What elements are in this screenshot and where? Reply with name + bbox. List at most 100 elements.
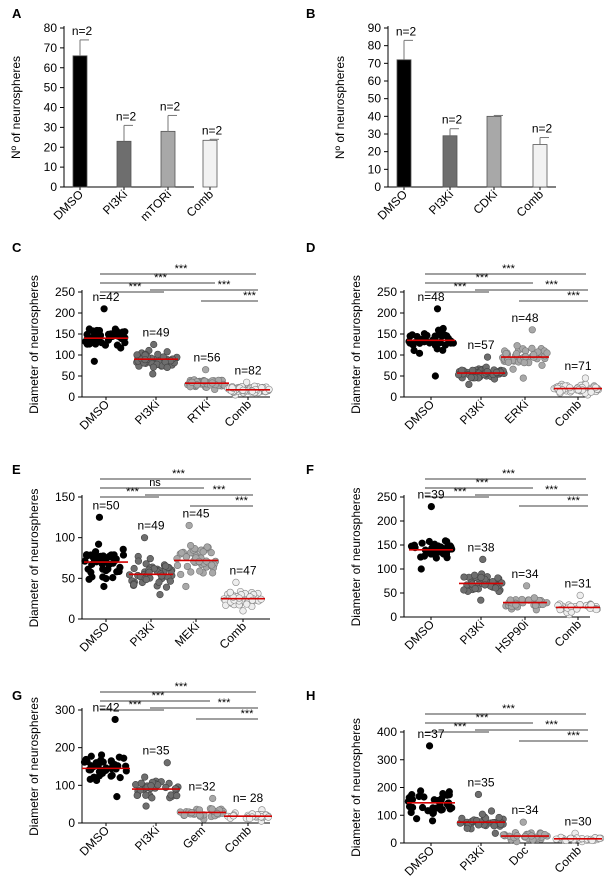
significance-label: *** [476, 477, 490, 489]
y-tick-label: 0 [68, 390, 75, 404]
data-point [543, 349, 551, 357]
significance-label: *** [476, 712, 490, 724]
n-label: n=56 [193, 351, 220, 365]
x-tick-label-mtori: mTORi [138, 187, 175, 224]
data-point [182, 553, 190, 561]
n-label: n=50 [92, 498, 119, 512]
data-point [581, 374, 589, 382]
data-point [116, 774, 124, 782]
y-tick-label: 50 [62, 369, 76, 383]
significance-label: *** [502, 703, 516, 715]
data-point [239, 607, 247, 615]
y-tick-label: 200 [377, 306, 397, 320]
data-point [512, 350, 521, 358]
data-point [156, 590, 164, 599]
data-point [436, 330, 444, 338]
data-point [495, 813, 503, 822]
data-point [478, 810, 486, 818]
x-tick-label-comb: Comb [552, 617, 585, 650]
data-point [142, 802, 150, 810]
data-point [140, 534, 149, 542]
data-point [199, 548, 207, 556]
data-point [83, 757, 91, 766]
data-point [477, 596, 485, 604]
y-tick-label: 50 [384, 586, 398, 600]
data-point [499, 831, 507, 839]
significance-label: *** [545, 484, 559, 496]
significance-label: *** [502, 263, 516, 275]
y-axis-title: Diameter of neurospheres [27, 275, 41, 414]
x-tick-label-pi3ki: PI3Ki [426, 187, 456, 217]
data-point [97, 751, 106, 759]
significance-label: *** [567, 290, 581, 302]
data-point [113, 793, 121, 801]
significance-label: *** [567, 495, 581, 507]
data-point [173, 561, 182, 570]
data-point [150, 340, 158, 349]
significance-label: *** [213, 484, 227, 496]
x-tick-label-meki: MEKi [172, 619, 202, 649]
y-tick-label: 100 [55, 778, 75, 792]
data-point [162, 583, 171, 591]
y-axis-title: Diameter of neurospheres [349, 275, 363, 414]
data-point [492, 584, 500, 592]
data-point [163, 348, 171, 356]
data-point [417, 565, 425, 573]
y-tick-label: 20 [44, 140, 58, 154]
data-point [460, 586, 468, 594]
data-point [162, 562, 170, 570]
significance-label: *** [241, 708, 255, 720]
data-point [433, 305, 442, 313]
n-label: n=42 [92, 700, 119, 714]
n-label: n=35 [142, 744, 169, 758]
y-tick-label: 100 [377, 808, 397, 822]
x-tick-label-comb: Comb [552, 397, 585, 430]
y-tick-label: 250 [377, 285, 397, 299]
y-tick-label: 100 [377, 562, 397, 576]
data-point [207, 549, 215, 557]
data-point [519, 374, 527, 382]
panel-d: D 0 50 100 150 200 250 Diameter of neurospheres… [306, 240, 603, 433]
y-tick-label: 0 [390, 610, 397, 624]
y-tick-label: 40 [368, 109, 382, 123]
data-point [107, 772, 115, 780]
n-label: n=71 [564, 359, 591, 373]
data-point [460, 573, 468, 581]
significance-label: *** [129, 699, 143, 711]
data-point [195, 806, 204, 814]
data-point [413, 815, 421, 823]
data-point [574, 386, 582, 394]
data-point [95, 772, 104, 780]
data-point [479, 555, 487, 564]
significance-label: *** [476, 272, 490, 284]
significance-label: *** [545, 279, 559, 291]
x-tick-label-dmso: DMSO [77, 397, 112, 432]
significance-label: *** [218, 697, 232, 709]
data-point [92, 337, 100, 346]
data-point [182, 582, 190, 591]
data-point [149, 370, 157, 378]
y-tick-label: 200 [55, 741, 75, 755]
y-tick-label: 50 [44, 81, 58, 95]
data-point [99, 758, 107, 766]
data-point [470, 571, 479, 579]
panel-label: H [306, 688, 315, 703]
data-point [407, 808, 415, 817]
significance-label: *** [172, 468, 186, 480]
y-axis-title: Nº of neurospheres [333, 56, 347, 159]
data-point [576, 591, 584, 600]
n-label: n=34 [511, 803, 538, 817]
x-tick-label-cdki: CDKi [470, 187, 500, 217]
y-tick-label: 20 [368, 145, 382, 159]
x-tick-label-comb: Comb [222, 397, 255, 430]
panel-label: E [12, 462, 21, 477]
y-axis-title: Diameter of neurospheres [27, 697, 41, 836]
data-point [431, 540, 439, 548]
bar-mtori [160, 130, 176, 188]
y-tick-label: 70 [44, 41, 58, 55]
significance-label: *** [567, 730, 581, 742]
x-tick-label-comb: Comb [217, 619, 250, 652]
y-tick-label: 0 [50, 180, 57, 194]
data-point [528, 326, 536, 334]
